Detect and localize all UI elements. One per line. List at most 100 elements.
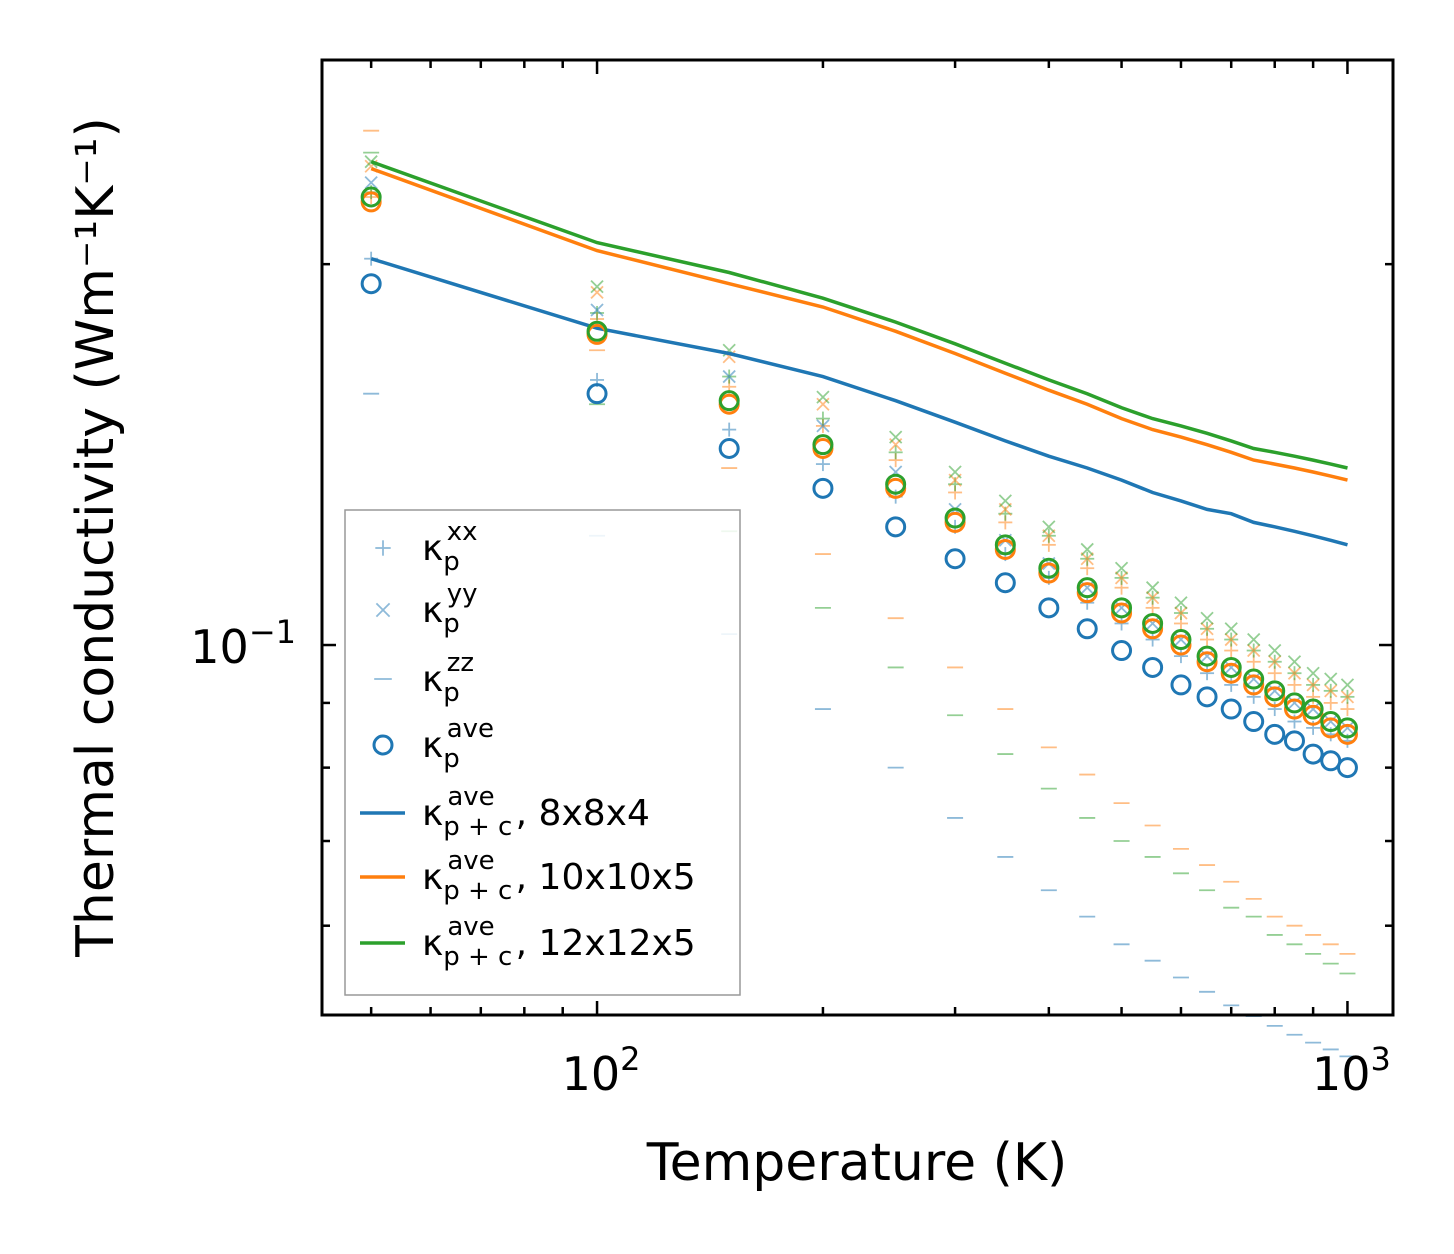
series-5-point-0-d2 [364,155,378,169]
series-11-point-0 [360,186,382,208]
series-5-point-15 [1268,643,1282,658]
x-axis-label: Temperature (K) [646,1133,1068,1193]
series-11-point-4 [885,473,907,495]
series-11-point-12-ring [1196,645,1218,667]
series-9-point-14 [1243,711,1265,733]
series-3-point-18 [1324,714,1338,729]
series-9-point-15-ring [1264,723,1286,745]
series-3-point-16 [1287,696,1302,710]
series-3-point-19 [1340,721,1355,735]
series-11-point-10-ring [1142,612,1164,634]
legend-label-6: κp + cave, 12x12x5 [422,912,696,972]
series-11-point-12 [1196,645,1218,667]
series-9-point-19 [1336,757,1358,779]
series-9-point-12-ring [1196,686,1218,708]
legend-label-4: κp + cave, 8x8x4 [422,782,650,842]
series-11-point-0-ring [360,186,382,208]
series-12 [370,257,1348,547]
series-5-point-19 [1340,678,1355,692]
series-5-point-5 [948,465,962,479]
series-11-point-7 [1038,557,1060,579]
series-11-point-16 [1283,692,1305,714]
series-10-point-11-ring [1170,634,1192,656]
series-5 [364,155,1355,692]
series-4-point-13-d2 [1224,632,1238,647]
series-9-point-13 [1220,698,1242,720]
series-5-point-9 [1114,561,1129,575]
series-11-point-16-ring [1283,692,1305,714]
series-11-point-1-ring [586,320,608,342]
series-5-point-19-d2 [1340,678,1355,692]
series-3-point-0 [364,175,378,190]
series-9-point-0 [360,273,382,295]
series-4-point-18-d2 [1324,684,1338,698]
series-4-point-16-d2 [1287,666,1302,680]
series-5-point-8 [1080,542,1094,557]
series-9-point-1-ring [586,383,608,405]
series-3-point-0-d2 [364,175,378,190]
series-9-point-4-ring [885,516,907,538]
series-3-point-13-d2 [1224,660,1238,675]
series-11-point-2 [718,390,740,412]
series-5-point-10 [1145,581,1160,595]
series-3-point-16-d2 [1287,696,1302,710]
series-11-point-8-ring [1076,577,1098,599]
series-9-point-3 [812,477,834,499]
series-11-point-1 [586,320,608,342]
series-9-point-11 [1170,674,1192,696]
series-9-point-2-ring [718,437,740,459]
series-9-point-9 [1111,640,1133,662]
series-4-point-12-d2 [1200,622,1214,636]
series-12-line [370,257,1348,547]
series-10-point-12 [1196,651,1218,673]
legend-plus-icon [375,540,391,556]
series-5-point-1 [590,279,604,294]
legend-cross-icon-d2 [375,602,391,618]
series-4-point-10 [1145,591,1160,605]
series-11-point-6 [994,534,1016,556]
series-4-point-12 [1200,622,1214,636]
series-4-point-1-d2 [590,285,604,299]
series-9-point-6 [994,572,1016,594]
series-11-point-17-ring [1302,698,1324,720]
series-9-point-9-ring [1111,640,1133,662]
series-10-point-19-ring [1336,723,1358,745]
series-5-point-10-d2 [1145,581,1160,595]
series-10-point-12-ring [1196,651,1218,673]
series-4-point-14 [1247,643,1261,658]
series-7 [363,129,1356,955]
series-4-point-14-d2 [1247,643,1261,658]
legend-item-4: κp + cave, 8x8x4 [360,782,650,842]
series-9-point-5 [944,548,966,570]
series-5-point-17-d2 [1306,666,1320,680]
series-3-point-3-d2 [816,419,830,433]
series-5-point-17 [1306,666,1320,680]
series-5-point-12-d2 [1200,611,1214,625]
series-5-point-3 [816,390,830,404]
series-11-point-19 [1336,717,1358,739]
series-11-point-14 [1243,668,1265,690]
series-13-line [370,166,1348,482]
series-9-point-11-ring [1170,674,1192,696]
series-5-point-4-d2 [889,430,903,444]
legend-circle-icon [372,734,394,756]
series-3-point-1 [590,303,604,317]
plot-frame [320,58,1395,1017]
series-3-point-1-d2 [590,303,604,317]
series-3-point-3 [816,419,830,433]
series-10-point-15 [1264,686,1286,708]
series-4-point-9-d2 [1114,571,1129,585]
series-0-point-3 [815,457,830,472]
series-11-point-3-ring [812,434,834,456]
series-9-point-19-ring [1336,757,1358,779]
series-4-point-15-d2 [1268,655,1282,669]
series-11-point-3 [812,434,834,456]
series-8 [363,151,1356,975]
series-10-point-15-ring [1264,686,1286,708]
series-11-point-5-ring [944,507,966,529]
series-5-point-3-d2 [816,390,830,404]
series-3-point-15 [1268,684,1282,698]
legend-item-6: κp + cave, 12x12x5 [360,912,696,972]
series-4-point-19 [1340,690,1355,704]
